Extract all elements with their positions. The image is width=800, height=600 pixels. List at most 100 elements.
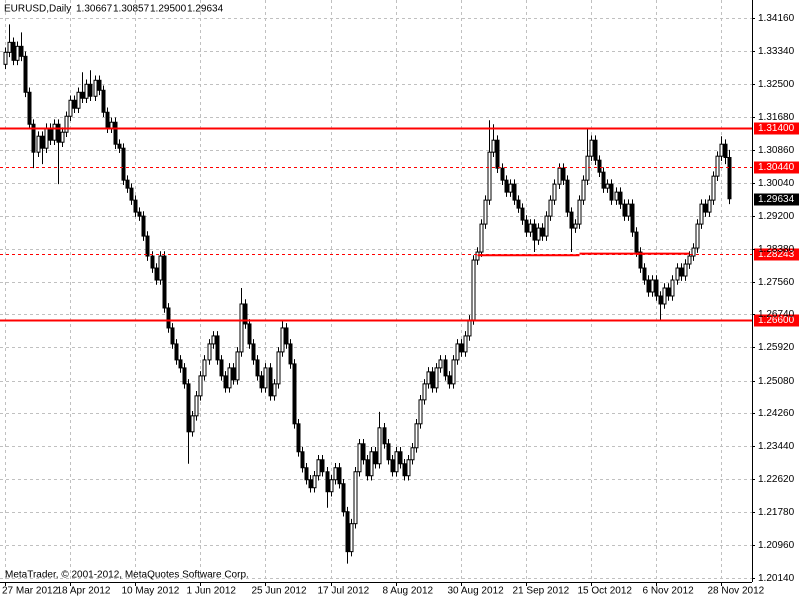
y-tick-label: 1.30040	[758, 178, 795, 189]
candle-body	[113, 121, 118, 145]
candle-body	[406, 459, 411, 477]
candle-body	[288, 343, 293, 365]
y-tick-label: 1.26740	[758, 309, 795, 320]
candle-body	[707, 199, 712, 213]
x-tick-label: 10 May 2012	[122, 586, 180, 597]
candle-body	[56, 123, 61, 143]
candle-body	[170, 327, 175, 345]
candle-body	[88, 83, 93, 97]
quote-open: 1.30667	[76, 4, 113, 15]
candle-body	[532, 223, 537, 241]
y-tick-label: 1.32500	[758, 79, 795, 90]
candle-body	[109, 121, 114, 129]
candle-body	[357, 443, 362, 473]
y-tick-label: 1.27560	[758, 277, 795, 288]
candle-body	[666, 287, 671, 297]
candle-body	[516, 199, 521, 209]
candle-body	[60, 131, 65, 143]
candle-body	[259, 375, 264, 389]
candle-body	[520, 207, 525, 221]
level-label: 1.26600	[758, 315, 795, 326]
candle-body	[296, 423, 301, 453]
candle-body	[727, 157, 732, 200]
level-label: 1.28243	[758, 249, 795, 260]
candle-body	[459, 343, 464, 353]
candle-body	[577, 199, 582, 225]
candle-body	[410, 447, 415, 461]
candle-body	[23, 55, 28, 93]
candle-body	[455, 343, 460, 361]
y-tick-label: 1.23440	[758, 441, 795, 452]
candle-body	[300, 451, 305, 469]
candle-body	[589, 139, 594, 157]
x-tick-label: 21 Sep 2012	[513, 586, 570, 597]
candle-body	[178, 359, 183, 369]
candle-body	[166, 307, 171, 329]
candle-body	[280, 327, 285, 353]
y-tick-label: 1.20960	[758, 540, 795, 551]
candle-body	[145, 235, 150, 257]
quote-low: 1.29500	[150, 4, 187, 15]
y-tick-label: 1.21780	[758, 507, 795, 518]
candle-body	[699, 203, 704, 225]
candle-body	[239, 303, 244, 353]
y-tick-label: 1.25920	[758, 342, 795, 353]
candle-body	[382, 427, 387, 445]
y-tick-label: 1.30860	[758, 145, 795, 156]
candle-body	[272, 383, 277, 397]
candle-body	[483, 199, 488, 225]
last-price-tag	[754, 193, 799, 206]
x-tick-label: 28 Nov 2012	[708, 586, 765, 597]
candle-body	[68, 99, 73, 117]
candle-body	[614, 191, 619, 201]
candle-body	[227, 367, 232, 389]
y-tick-label: 1.29200	[758, 211, 795, 222]
candle-body	[44, 127, 49, 149]
x-tick-label: 17 Jul 2012	[318, 586, 370, 597]
candle-body	[137, 211, 142, 217]
candle-body	[186, 383, 191, 433]
candle-body	[162, 255, 167, 309]
candle-body	[495, 139, 500, 169]
candle-body	[341, 483, 346, 513]
candle-body	[263, 367, 268, 389]
y-tick-label: 1.25080	[758, 376, 795, 387]
candle-body	[11, 41, 16, 61]
candle-body	[548, 199, 553, 217]
candle-body	[434, 367, 439, 389]
x-tick-label: 18 Apr 2012	[57, 586, 111, 597]
candle-body	[304, 467, 309, 481]
candle-body	[19, 45, 24, 57]
candle-body	[552, 183, 557, 201]
x-tick-label: 15 Oct 2012	[578, 586, 633, 597]
x-tick-label: 25 Jun 2012	[252, 586, 307, 597]
candle-body	[247, 323, 252, 345]
x-tick-label: 8 Aug 2012	[383, 586, 434, 597]
candle-body	[491, 139, 496, 153]
x-tick-label: 30 Aug 2012	[448, 586, 505, 597]
level-tag	[754, 248, 799, 261]
candle-body	[198, 375, 203, 397]
candle-body	[182, 367, 187, 385]
quote-close: 1.29634	[187, 4, 224, 15]
candle-body	[320, 459, 325, 473]
y-tick-label: 1.22620	[758, 474, 795, 485]
candle-body	[48, 127, 53, 141]
candle-body	[80, 91, 85, 99]
candle-body	[117, 143, 122, 149]
candle-body	[670, 279, 675, 297]
candle-body	[683, 263, 688, 277]
candle-body	[373, 451, 378, 465]
candle-body	[308, 479, 313, 489]
candle-body	[31, 123, 36, 153]
candle-body	[284, 327, 289, 345]
candle-body	[231, 367, 236, 381]
y-tick-label: 1.24260	[758, 408, 795, 419]
candle-body	[573, 223, 578, 229]
candle-body	[557, 167, 562, 185]
y-tick-label: 1.34160	[758, 13, 795, 24]
